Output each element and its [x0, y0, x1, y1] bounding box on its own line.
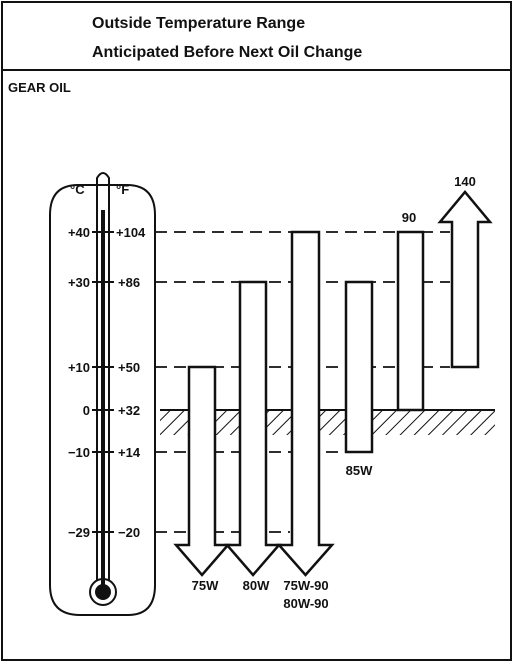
range-bar — [344, 280, 374, 454]
celsius-label: +30 — [68, 275, 90, 290]
celsius-label: −10 — [68, 445, 90, 460]
oil-label: 75W — [192, 578, 219, 593]
unit-label: °C — [70, 182, 85, 197]
fahrenheit-label: +14 — [118, 445, 141, 460]
range-arrow — [437, 190, 493, 369]
oil-label: 85W — [346, 463, 373, 478]
section-label: GEAR OIL — [8, 80, 71, 95]
fahrenheit-label: +32 — [118, 403, 140, 418]
oil-label: 80W — [243, 578, 270, 593]
fahrenheit-label: −20 — [118, 525, 140, 540]
fahrenheit-label: +104 — [116, 225, 146, 240]
celsius-label: +10 — [68, 360, 90, 375]
range-bar — [396, 230, 425, 412]
oil-label: 140 — [454, 174, 476, 189]
title-line: Anticipated Before Next Oil Change — [92, 44, 362, 61]
title-line: Outside Temperature Range — [92, 15, 305, 32]
celsius-label: +40 — [68, 225, 90, 240]
celsius-label: 0 — [83, 403, 90, 418]
range-arrow — [224, 280, 282, 577]
fahrenheit-label: +86 — [118, 275, 140, 290]
fahrenheit-label: +50 — [118, 360, 140, 375]
unit-label: °F — [116, 182, 129, 197]
range-arrow — [173, 365, 231, 577]
oil-label: 80W-90 — [283, 596, 328, 611]
oil-label: 90 — [402, 210, 416, 225]
range-arrow — [276, 230, 335, 577]
celsius-label: −29 — [68, 525, 90, 540]
oil-label: 75W-90 — [283, 578, 328, 593]
thermometer — [49, 172, 156, 616]
